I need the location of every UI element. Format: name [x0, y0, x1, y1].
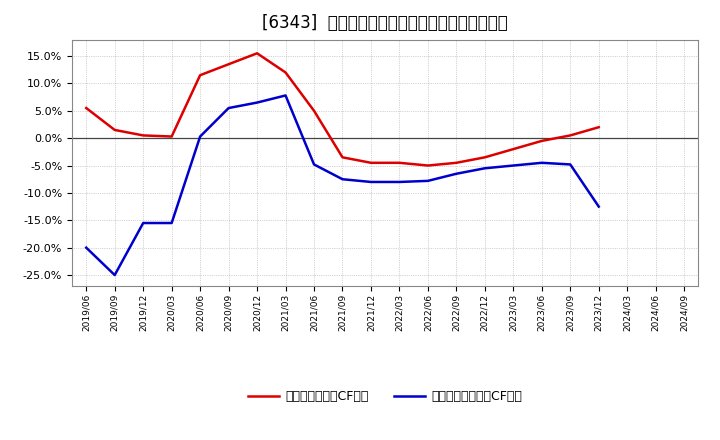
有利子負債フリーCF比率	[566, 162, 575, 167]
有利子負債フリーCF比率	[110, 272, 119, 278]
有利子負債営業CF比率	[423, 163, 432, 168]
有利子負債フリーCF比率	[282, 93, 290, 98]
有利子負債営業CF比率	[509, 147, 518, 152]
Line: 有利子負債フリーCF比率: 有利子負債フリーCF比率	[86, 95, 599, 275]
有利子負債フリーCF比率	[452, 171, 461, 176]
有利子負債営業CF比率	[366, 160, 375, 165]
Legend: 有利子負債営業CF比率, 有利子負債フリーCF比率: 有利子負債営業CF比率, 有利子負債フリーCF比率	[243, 385, 527, 408]
有利子負債フリーCF比率	[395, 180, 404, 185]
有利子負債フリーCF比率	[423, 178, 432, 183]
有利子負債営業CF比率	[225, 62, 233, 67]
Line: 有利子負債営業CF比率: 有利子負債営業CF比率	[86, 53, 599, 165]
有利子負債フリーCF比率	[82, 245, 91, 250]
有利子負債営業CF比率	[338, 155, 347, 160]
有利子負債営業CF比率	[253, 51, 261, 56]
有利子負債フリーCF比率	[509, 163, 518, 168]
有利子負債フリーCF比率	[225, 106, 233, 111]
有利子負債営業CF比率	[110, 127, 119, 132]
有利子負債営業CF比率	[310, 108, 318, 114]
有利子負債フリーCF比率	[167, 220, 176, 226]
有利子負債営業CF比率	[480, 155, 489, 160]
有利子負債営業CF比率	[82, 106, 91, 111]
有利子負債フリーCF比率	[480, 165, 489, 171]
有利子負債フリーCF比率	[253, 100, 261, 105]
有利子負債営業CF比率	[595, 125, 603, 130]
有利子負債営業CF比率	[566, 133, 575, 138]
有利子負債営業CF比率	[395, 160, 404, 165]
有利子負債フリーCF比率	[139, 220, 148, 226]
有利子負債フリーCF比率	[338, 176, 347, 182]
有利子負債営業CF比率	[196, 73, 204, 78]
有利子負債フリーCF比率	[595, 204, 603, 209]
Title: [6343]  有利子負債キャッシュフロー比率の推移: [6343] 有利子負債キャッシュフロー比率の推移	[262, 15, 508, 33]
有利子負債営業CF比率	[282, 70, 290, 75]
有利子負債フリーCF比率	[366, 180, 375, 185]
有利子負債フリーCF比率	[310, 162, 318, 167]
有利子負債営業CF比率	[167, 134, 176, 139]
有利子負債フリーCF比率	[537, 160, 546, 165]
有利子負債営業CF比率	[537, 138, 546, 143]
有利子負債営業CF比率	[452, 160, 461, 165]
有利子負債フリーCF比率	[196, 134, 204, 139]
有利子負債営業CF比率	[139, 133, 148, 138]
